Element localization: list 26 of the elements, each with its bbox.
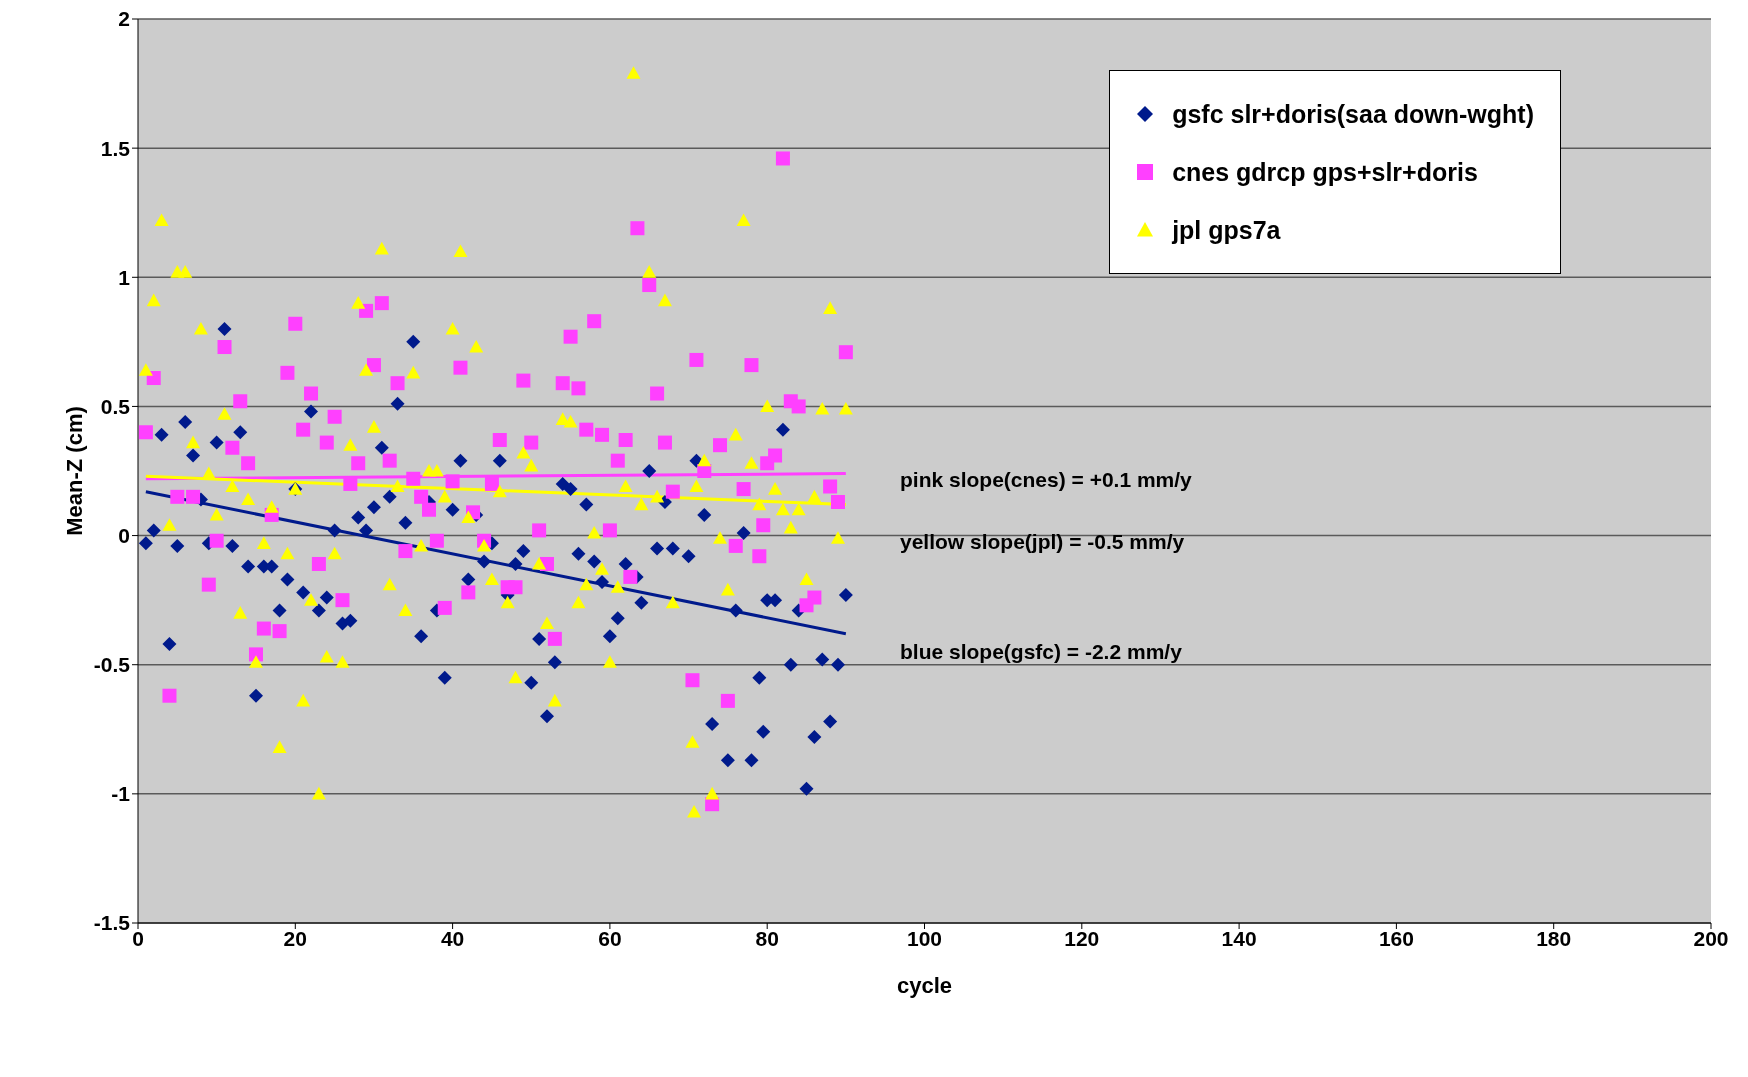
x-tick-label: 60 — [598, 926, 622, 950]
y-tick-label: -1 — [111, 782, 131, 806]
x-tick-label: 140 — [1221, 926, 1257, 950]
x-axis-title: cycle — [896, 973, 953, 998]
y-tick-label: 0 — [118, 524, 130, 548]
x-tick-label: 200 — [1693, 926, 1729, 950]
x-tick-label: 20 — [283, 926, 307, 950]
legend-label: gsfc slr+doris(saa down-wght) — [1172, 99, 1534, 129]
y-tick-label: -1.5 — [93, 911, 131, 935]
y-tick-label: 0.5 — [100, 394, 131, 418]
x-tick-label: 80 — [755, 926, 779, 950]
x-tick-label: 100 — [906, 926, 943, 950]
x-tick-label: 160 — [1378, 926, 1414, 950]
x-tick-label: 180 — [1536, 926, 1572, 950]
annotation: yellow slope(jpl) = -0.5 mm/y — [900, 530, 1185, 554]
y-tick-label: 2 — [118, 7, 130, 31]
annotation: pink slope(cnes) = +0.1 mm/y — [900, 468, 1192, 492]
y-tick-label: -0.5 — [93, 653, 131, 677]
x-tick-label: 40 — [440, 926, 465, 950]
legend-label: cnes gdrcp gps+slr+doris — [1172, 157, 1478, 187]
legend-label: jpl gps7a — [1172, 215, 1281, 245]
x-tick-label: 120 — [1064, 926, 1100, 950]
y-axis-title: Mean-Z (cm) — [61, 406, 87, 536]
y-tick-label: 1 — [118, 265, 131, 289]
annotation: blue slope(gsfc) = -2.2 mm/y — [900, 640, 1182, 664]
y-tick-label: 1.5 — [100, 136, 131, 160]
